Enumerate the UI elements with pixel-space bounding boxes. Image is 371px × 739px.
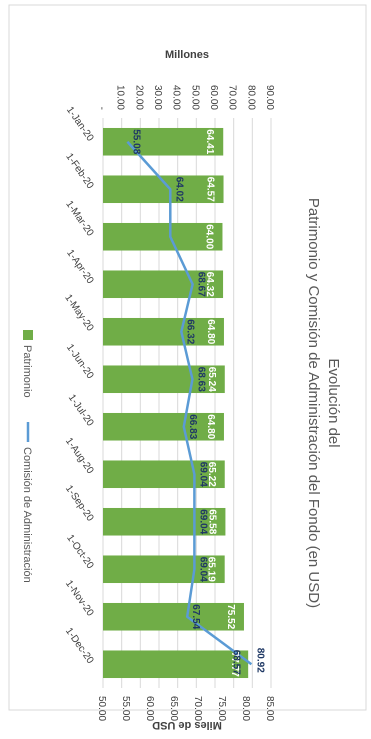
bar-value-label: 64.80	[205, 319, 216, 344]
grid	[102, 118, 272, 688]
bar	[103, 650, 249, 679]
line-value-label: 66.83	[187, 414, 198, 439]
line-value-label: 69.04	[197, 462, 208, 487]
legend-label-comision: Comisión de Administración	[21, 447, 33, 583]
line-value-label: 69.04	[197, 509, 208, 534]
bar-value-label: 65.24	[206, 367, 217, 392]
line-value-label: 66.32	[184, 319, 195, 344]
primary-tick-label: -	[96, 107, 107, 110]
legend-swatch-patrimonio	[23, 330, 33, 340]
secondary-tick-label: 65.00	[168, 696, 179, 721]
primary-tick-label: 90.00	[264, 85, 275, 110]
data-labels: 64.41 64.57 64.00 64.32 64.80 65.24 64.80 65.22…	[130, 129, 265, 677]
bar	[102, 270, 224, 299]
chart-title-line-2: Patrimonio y Comisión de Administración …	[305, 198, 322, 608]
line-value-label: 55.08	[130, 129, 141, 154]
secondary-tick-label: 85.00	[264, 696, 275, 721]
secondary-tick-label: 60.00	[144, 696, 155, 721]
line-value-label: 68.63	[195, 367, 206, 392]
bar-value-label: 65.19	[206, 557, 217, 582]
bar-value-label: 64.80	[205, 414, 216, 439]
line-value-label: 68.67	[196, 272, 207, 297]
bar-value-label: 64.32	[204, 272, 215, 297]
series-line	[126, 140, 253, 666]
primary-tick-label: 80.00	[245, 85, 256, 110]
chart-title-line-1: Evolución del	[325, 358, 342, 447]
secondary-tick-label: 75.00	[216, 696, 227, 721]
bar-value-label: 64.57	[205, 177, 216, 202]
primary-tick-label: 20.00	[133, 85, 144, 110]
legend-label-patrimonio: Patrimonio	[21, 345, 33, 398]
bar	[102, 602, 244, 631]
bar-value-label: 77.77	[229, 652, 240, 677]
bar	[103, 412, 224, 441]
bar-value-label: 65.22	[206, 462, 217, 487]
line-value-label: 64.02	[173, 177, 184, 202]
line-value-label: 67.54	[190, 604, 201, 629]
primary-tick-label: 30.00	[152, 85, 163, 110]
secondary-tick-label: 55.00	[120, 696, 131, 721]
primary-tick-label: 10.00	[115, 85, 126, 110]
bar	[103, 317, 224, 346]
legend: Patrimonio Comisión de Administración	[21, 330, 33, 583]
primary-tick-label: 70.00	[227, 85, 238, 110]
secondary-tick-label: 80.00	[240, 696, 251, 721]
primary-tick-label: 40.00	[171, 85, 182, 110]
bar	[103, 175, 224, 204]
primary-tick-label: 50.00	[189, 85, 200, 110]
line-value-label: 80.92	[254, 648, 265, 673]
line-value-label: 69.04	[197, 557, 208, 582]
secondary-tick-label: 50.00	[96, 696, 107, 721]
primary-tick-label: 60.00	[208, 85, 219, 110]
bar	[102, 222, 223, 251]
bar-value-label: 65.58	[206, 509, 217, 534]
secondary-axis-label: Miles de USD	[152, 719, 222, 731]
bar-value-label: 64.00	[203, 224, 214, 249]
primary-axis-label: Millones	[165, 49, 209, 61]
bar-value-label: 64.41	[204, 129, 215, 154]
secondary-tick-label: 70.00	[192, 696, 203, 721]
line-value-label: 68.57	[230, 650, 241, 675]
bar	[102, 365, 225, 394]
line-series	[126, 140, 253, 666]
bar-value-label: 75.52	[225, 604, 236, 629]
